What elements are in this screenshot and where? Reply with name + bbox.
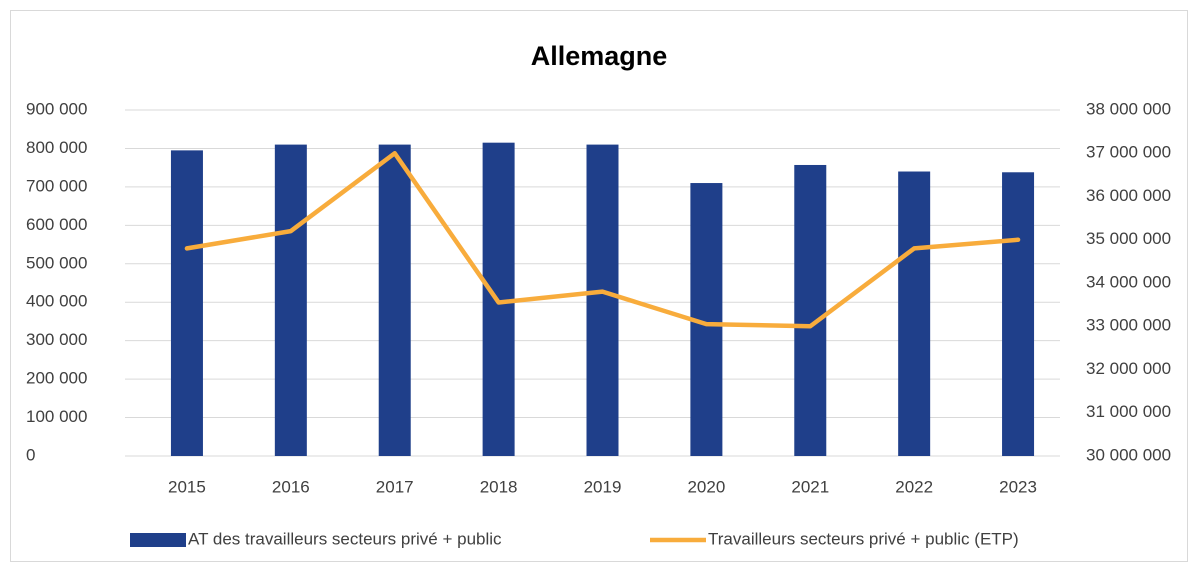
- x-tick-label: 2020: [687, 477, 725, 496]
- y-tick-label: 400 000: [26, 292, 87, 311]
- legend-label: AT des travailleurs secteurs privé + pub…: [188, 529, 502, 548]
- x-tick-label: 2017: [376, 477, 414, 496]
- x-tick-label: 2023: [999, 477, 1037, 496]
- y-tick-label: 800 000: [26, 138, 87, 157]
- x-tick-label: 2019: [584, 477, 622, 496]
- y2-tick-label: 33 000 000: [1086, 316, 1171, 335]
- y-tick-label: 0: [26, 445, 35, 464]
- y-tick-label: 100 000: [26, 407, 87, 426]
- y-tick-label: 600 000: [26, 215, 87, 234]
- legend-label: Travailleurs secteurs privé + public (ET…: [708, 529, 1019, 548]
- y-tick-label: 700 000: [26, 176, 87, 195]
- legend-swatch: [130, 533, 186, 547]
- bar: [274, 144, 307, 456]
- y2-tick-label: 35 000 000: [1086, 229, 1171, 248]
- y2-tick-label: 37 000 000: [1086, 143, 1171, 162]
- x-tick-label: 2022: [895, 477, 933, 496]
- x-tick-label: 2015: [168, 477, 206, 496]
- chart-title: Allemagne: [531, 41, 668, 71]
- y-tick-label: 200 000: [26, 369, 87, 388]
- x-tick-label: 2016: [272, 477, 310, 496]
- bar: [1002, 172, 1035, 456]
- line: [184, 151, 1021, 329]
- y2-tick-label: 34 000 000: [1086, 272, 1171, 291]
- x-tick-label: 2018: [480, 477, 518, 496]
- y-tick-label: 500 000: [26, 253, 87, 272]
- x-tick-label: 2021: [791, 477, 829, 496]
- y2-tick-label: 32 000 000: [1086, 359, 1171, 378]
- bar: [170, 150, 203, 456]
- y-tick-label: 300 000: [26, 330, 87, 349]
- y2-tick-label: 38 000 000: [1086, 99, 1171, 118]
- bar: [378, 144, 411, 456]
- bar: [794, 164, 827, 456]
- y2-tick-label: 30 000 000: [1086, 445, 1171, 464]
- bar: [898, 171, 931, 456]
- y2-tick-label: 36 000 000: [1086, 186, 1171, 205]
- bar: [586, 144, 619, 456]
- y2-tick-label: 31 000 000: [1086, 402, 1171, 421]
- y-tick-label: 900 000: [26, 99, 87, 118]
